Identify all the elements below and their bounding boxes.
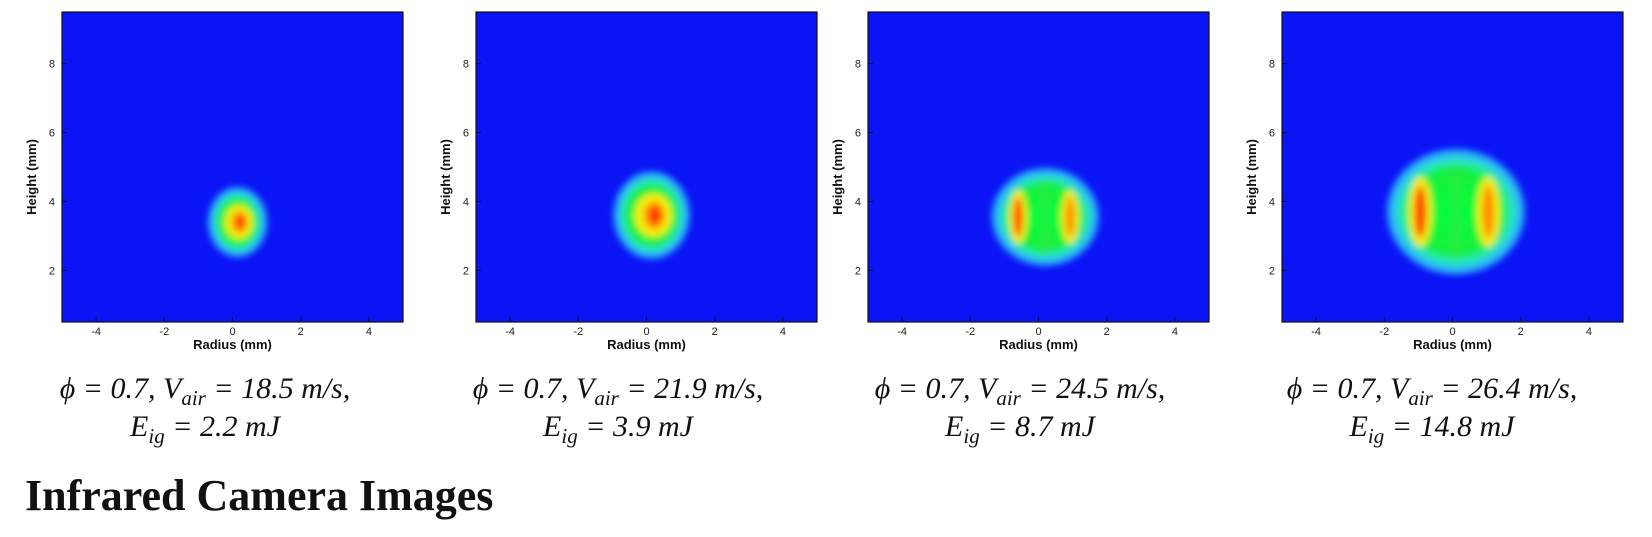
caption-2: ϕ = 0.7, Vair = 21.9 m/s, Eig = 3.9 mJ [418, 370, 818, 448]
x-tick-label: 4 [1172, 326, 1178, 338]
figure-heading: Infrared Camera Images [25, 471, 494, 520]
x-tick-label: 4 [1586, 326, 1592, 338]
x-tick-label: 0 [643, 326, 649, 338]
y-tick-label: 2 [463, 265, 469, 277]
x-tick-label: -4 [91, 326, 101, 338]
y-tick-label: 8 [855, 59, 861, 71]
x-tick-label: 4 [780, 326, 786, 338]
x-tick-label: 2 [298, 326, 304, 338]
x-tick-label: -4 [505, 326, 515, 338]
heatmap-panel-3: -4 -2 0 2 4 2 4 6 8 Radius (mm) Height (mm) [806, 0, 1216, 352]
y-tick-label: 6 [1269, 128, 1275, 140]
caption-line-1: ϕ = 0.7, Vair = 18.5 m/s, [59, 372, 351, 410]
y-tick-label: 4 [855, 196, 861, 208]
x-tick-label: -4 [897, 326, 907, 338]
y-tick-label: 6 [49, 128, 55, 140]
y-tick-label: 4 [1269, 196, 1275, 208]
caption-line-2: Eig = 14.8 mJ [1349, 410, 1515, 448]
y-axis-label: Height (mm) [438, 139, 453, 215]
x-tick-label: 2 [1104, 326, 1110, 338]
y-tick-label: 8 [1269, 59, 1275, 71]
y-axis-label: Height (mm) [24, 139, 39, 215]
heatmap-panel-2: -4 -2 0 2 4 2 4 6 8 Radius (mm) Height (mm) [414, 0, 824, 352]
y-axis-label: Height (mm) [1244, 139, 1259, 215]
y-axis-label: Height (mm) [830, 139, 845, 215]
x-tick-label: 4 [366, 326, 372, 338]
plot-area [476, 12, 817, 322]
x-tick-label: 2 [712, 326, 718, 338]
caption-line-2: Eig = 2.2 mJ [130, 410, 280, 448]
hot-zone [1387, 149, 1525, 275]
hot-zone [991, 168, 1099, 266]
hot-zone [613, 171, 690, 259]
y-tick-label: 2 [1269, 265, 1275, 277]
caption-line-2: Eig = 8.7 mJ [945, 410, 1095, 448]
y-tick-label: 4 [463, 196, 469, 208]
y-tick-label: 2 [855, 265, 861, 277]
caption-4: ϕ = 0.7, Vair = 26.4 m/s, Eig = 14.8 mJ [1232, 370, 1632, 448]
x-axis-label: Radius (mm) [1413, 337, 1492, 352]
y-tick-label: 6 [855, 128, 861, 140]
x-tick-label: -2 [965, 326, 975, 338]
x-tick-label: 0 [229, 326, 235, 338]
x-tick-label: -4 [1311, 326, 1321, 338]
x-tick-label: 0 [1035, 326, 1041, 338]
x-tick-label: -2 [1379, 326, 1389, 338]
heatmap-panel-4: -4 -2 0 2 4 2 4 6 8 Radius (mm) Height (mm) [1220, 0, 1630, 352]
plot-area [868, 12, 1209, 322]
x-axis-label: Radius (mm) [999, 337, 1078, 352]
caption-3: ϕ = 0.7, Vair = 24.5 m/s, Eig = 8.7 mJ [820, 370, 1220, 448]
caption-1: ϕ = 0.7, Vair = 18.5 m/s, Eig = 2.2 mJ [5, 370, 405, 448]
plot-area [62, 12, 403, 322]
y-tick-label: 8 [463, 59, 469, 71]
x-tick-label: 2 [1518, 326, 1524, 338]
heatmap-panel-1: -4 -2 0 2 4 2 4 6 8 Radius (mm) Height (mm) [0, 0, 410, 352]
caption-line-1: ϕ = 0.7, Vair = 24.5 m/s, [874, 372, 1166, 410]
x-axis-label: Radius (mm) [193, 337, 272, 352]
y-tick-label: 6 [463, 128, 469, 140]
x-tick-label: 0 [1449, 326, 1455, 338]
caption-line-1: ϕ = 0.7, Vair = 26.4 m/s, [1286, 372, 1578, 410]
x-tick-label: -2 [159, 326, 169, 338]
y-tick-label: 4 [49, 196, 55, 208]
y-tick-label: 2 [49, 265, 55, 277]
hot-zone [208, 187, 268, 258]
y-tick-label: 8 [49, 59, 55, 71]
caption-line-1: ϕ = 0.7, Vair = 21.9 m/s, [472, 372, 764, 410]
caption-line-2: Eig = 3.9 mJ [543, 410, 693, 448]
x-tick-label: -2 [573, 326, 583, 338]
x-axis-label: Radius (mm) [607, 337, 686, 352]
